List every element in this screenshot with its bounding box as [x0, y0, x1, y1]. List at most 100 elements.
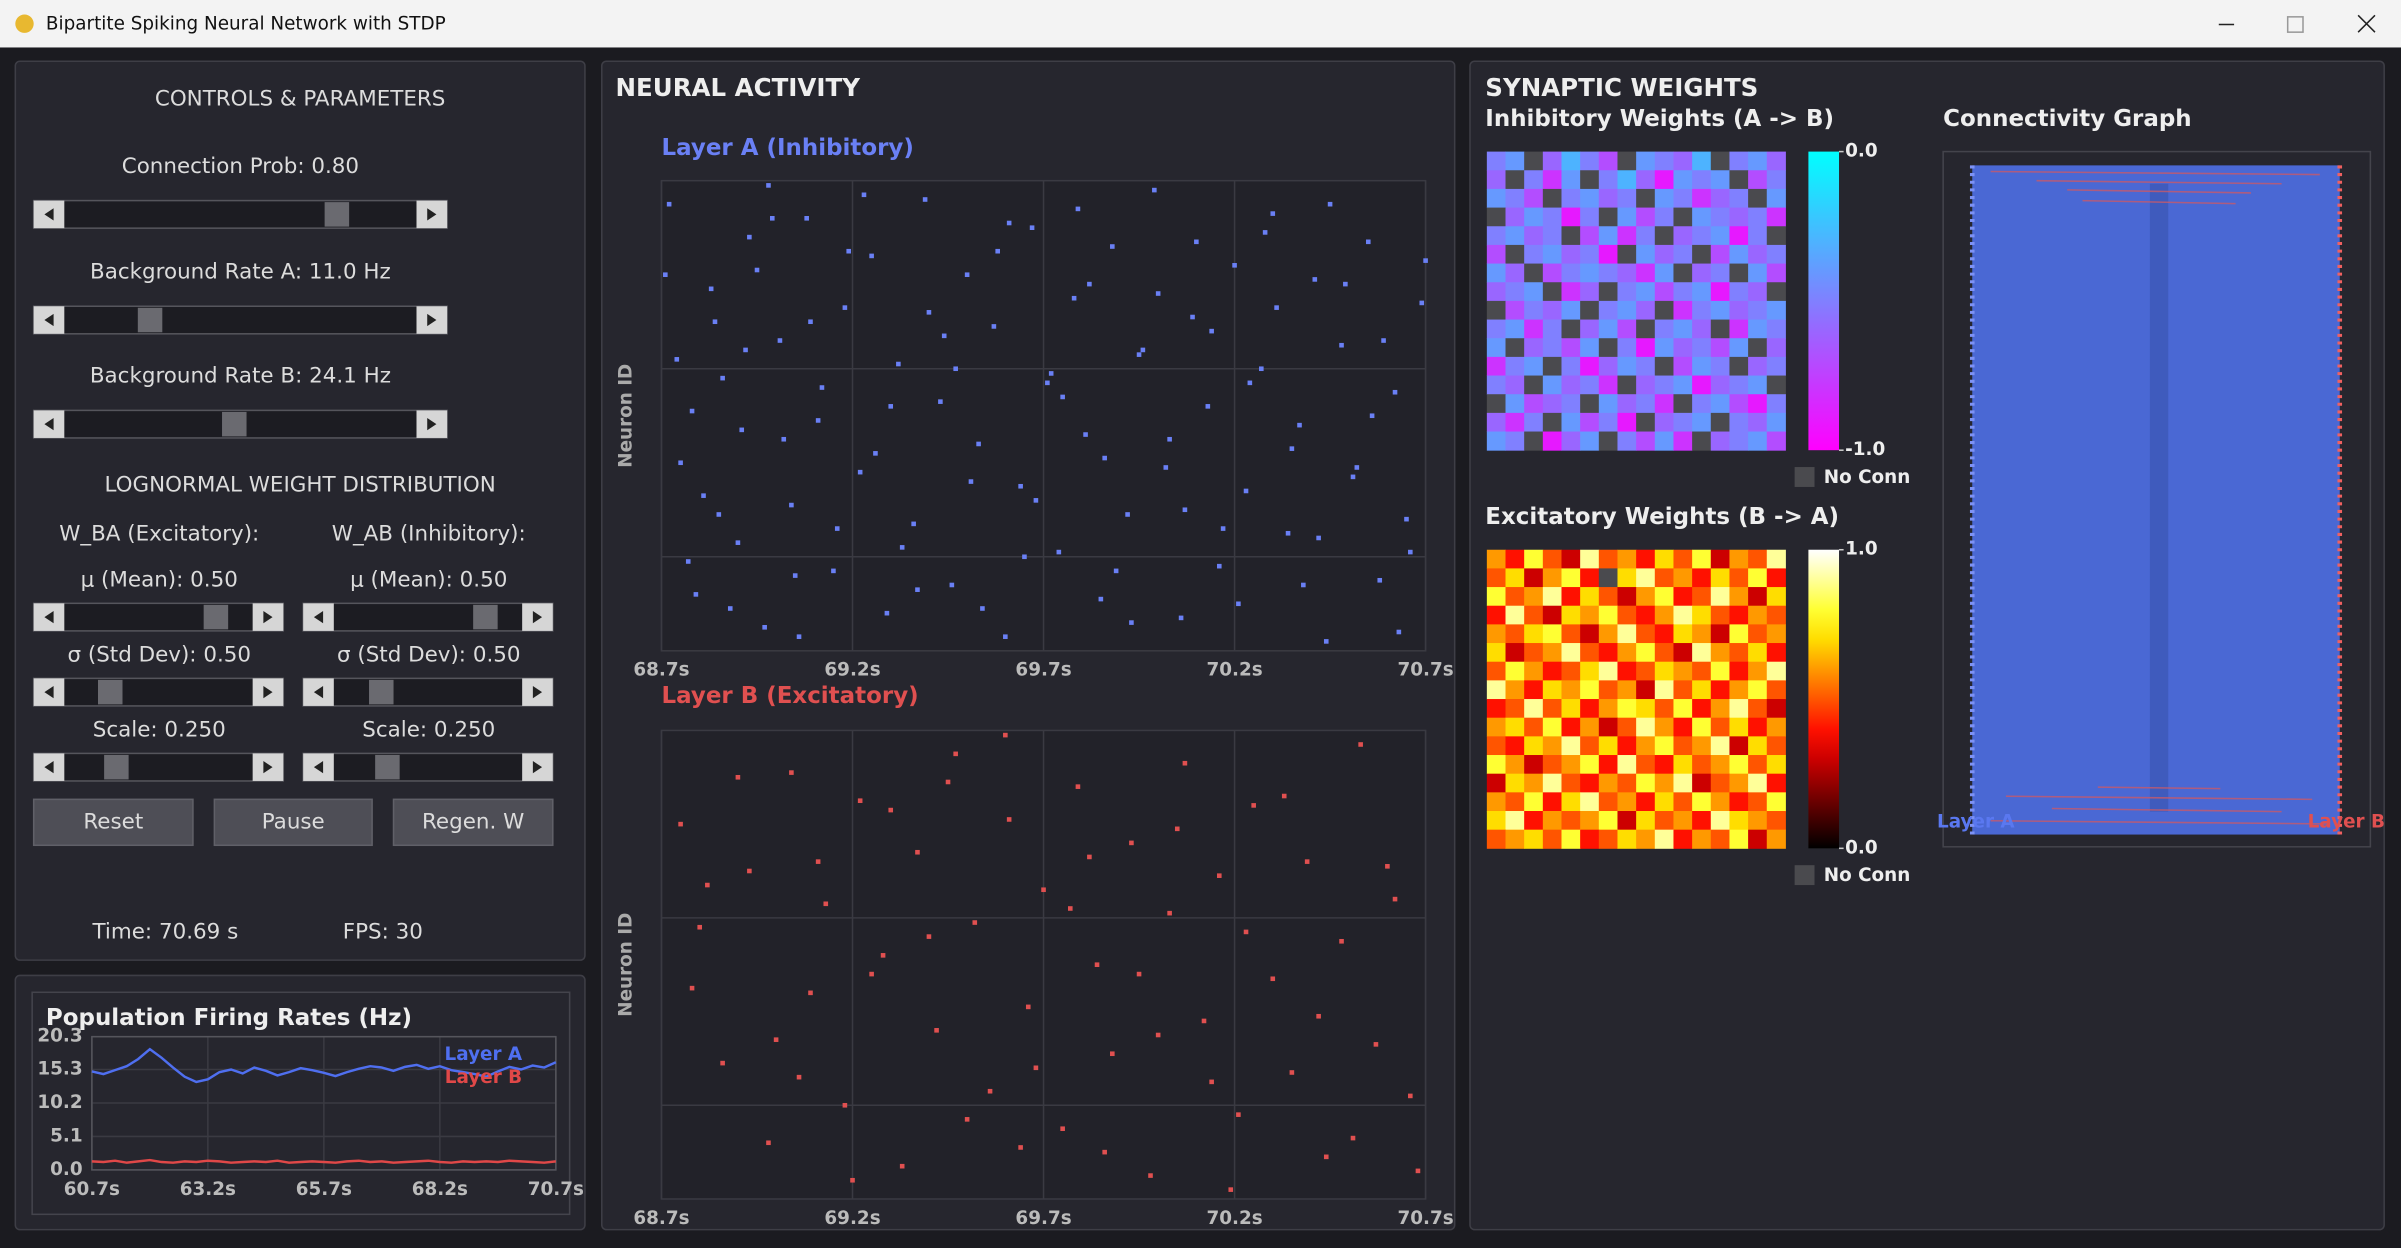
heatmap-cell — [1580, 773, 1600, 793]
heatmap-cell — [1729, 319, 1749, 339]
spike — [1423, 258, 1428, 263]
spike — [926, 934, 932, 939]
chart-title: Layer A (Inhibitory) — [662, 135, 914, 161]
button[interactable] — [213, 798, 373, 847]
slider-thumb[interactable] — [104, 754, 129, 780]
slider-thumb[interactable] — [324, 202, 350, 227]
slider-thumb[interactable] — [473, 604, 498, 630]
heatmap-cell — [1561, 282, 1581, 302]
heatmap-cell — [1766, 755, 1786, 775]
heatmap-cell — [1486, 188, 1506, 209]
slider-track[interactable] — [302, 752, 554, 782]
spike — [968, 479, 974, 484]
heatmap-cell — [1542, 661, 1562, 681]
button[interactable] — [392, 798, 554, 847]
y-tick-label: 0.0 — [50, 1159, 83, 1180]
heatmap-cell — [1486, 680, 1506, 700]
heatmap-cell — [1710, 587, 1730, 607]
heatmap-cell — [1673, 549, 1693, 569]
heatmap-cell — [1486, 699, 1506, 719]
heatmap-cell — [1617, 811, 1637, 831]
heatmap-cell — [1598, 717, 1618, 737]
spike — [678, 460, 683, 466]
heatmap-cell — [1561, 338, 1581, 358]
maximize-button[interactable] — [2286, 16, 2304, 33]
heatmap-cell — [1729, 699, 1749, 719]
heatmap-cell — [1542, 755, 1562, 775]
heatmap-cell — [1692, 680, 1712, 700]
heatmap-cell — [1561, 226, 1581, 246]
heatmap-cell — [1542, 624, 1562, 644]
heatmap-cell — [1673, 319, 1693, 339]
heatmap-cell — [1598, 605, 1618, 625]
heatmap-cell — [1673, 680, 1693, 700]
slider-track[interactable] — [302, 602, 554, 632]
heatmap-cell — [1654, 263, 1674, 283]
heatmap-cell — [1617, 263, 1637, 283]
heatmap-cell — [1692, 319, 1712, 339]
heatmap-cell — [1561, 624, 1581, 644]
spike — [949, 582, 955, 588]
heatmap-cell — [1598, 431, 1618, 451]
heatmap-cell — [1654, 338, 1674, 358]
heatmap-cell — [1505, 773, 1525, 793]
x-tick-label: 69.7s — [1015, 660, 1071, 681]
heatmap-cell — [1766, 736, 1786, 756]
heatmap-cell — [1580, 811, 1600, 831]
heatmap-cell — [1486, 755, 1506, 775]
heatmap-cell — [1486, 356, 1506, 377]
heatmap-cell — [1542, 549, 1562, 569]
heatmap-cell — [1636, 587, 1656, 607]
heatmap-cell — [1505, 605, 1525, 625]
heatmap-cell — [1748, 811, 1768, 831]
slider-thumb[interactable] — [369, 679, 394, 705]
slider-track[interactable] — [32, 199, 448, 229]
heatmap-cell — [1729, 263, 1749, 283]
slider-track[interactable] — [302, 677, 554, 707]
heatmap-cell — [1542, 680, 1562, 700]
slider-track[interactable] — [32, 305, 448, 335]
slider-label: Background Rate B: 24.1 Hz — [90, 364, 391, 389]
heatmap-cell — [1729, 300, 1749, 321]
close-button[interactable] — [2357, 14, 2376, 33]
slider-thumb[interactable] — [137, 307, 163, 333]
heatmap-title: Excitatory Weights (B -> A) — [1485, 504, 1839, 530]
heatmap-cell — [1580, 680, 1600, 700]
slider-track[interactable] — [32, 752, 285, 782]
x-tick-label: 60.7s — [64, 1179, 120, 1200]
heatmap-cell — [1524, 300, 1544, 321]
spike — [1232, 263, 1237, 268]
heatmap-cell — [1580, 643, 1600, 663]
slider-thumb[interactable] — [222, 411, 247, 437]
heatmap-cell — [1692, 170, 1712, 190]
heatmap-cell — [1636, 226, 1656, 246]
heatmap-cell — [1524, 263, 1544, 283]
slider-track[interactable] — [32, 677, 285, 707]
heatmap-cell — [1598, 755, 1618, 775]
slider-thumb[interactable] — [375, 754, 400, 780]
spike — [1316, 1013, 1321, 1019]
heatmap-cell — [1542, 207, 1562, 227]
heatmap-cell — [1561, 300, 1581, 321]
y-tick-label: 15.3 — [37, 1058, 82, 1079]
heatmap-cell — [1580, 356, 1600, 377]
x-tick-label: 70.2s — [1206, 660, 1262, 681]
heatmap-cell — [1505, 587, 1525, 607]
heatmap-cell — [1729, 661, 1749, 681]
spike — [831, 568, 836, 574]
slider-thumb[interactable] — [203, 604, 229, 630]
slider-track[interactable] — [32, 602, 285, 632]
heatmap-cell — [1617, 319, 1637, 339]
heatmap-cell — [1766, 319, 1786, 339]
heatmap-cell — [1617, 207, 1637, 227]
heatmap-cell — [1692, 829, 1712, 849]
heatmap-cell — [1636, 829, 1656, 849]
spike — [739, 427, 745, 433]
heatmap-cell — [1561, 188, 1581, 209]
button-label: Reset — [83, 809, 143, 834]
slider-thumb[interactable] — [98, 679, 123, 705]
spike — [888, 404, 894, 409]
heatmap-cell — [1766, 568, 1786, 588]
heatmap-cell — [1766, 773, 1786, 793]
button[interactable] — [32, 798, 194, 847]
